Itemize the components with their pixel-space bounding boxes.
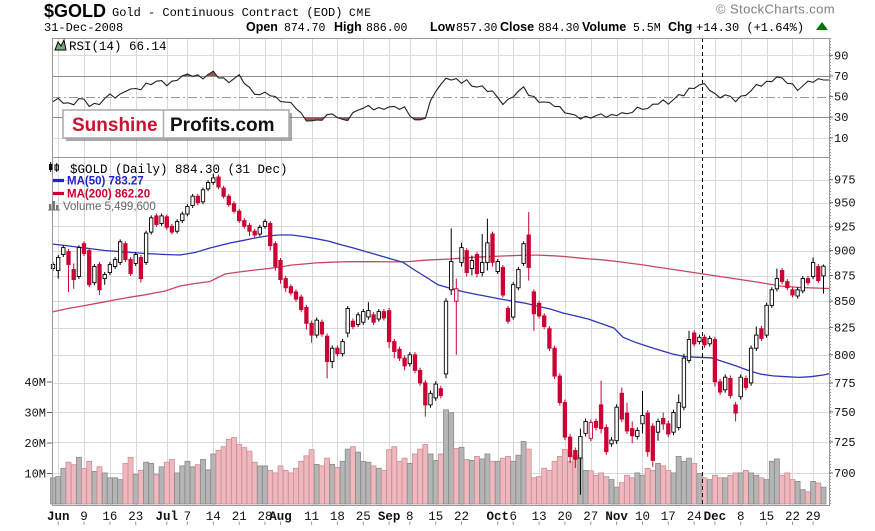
svg-text:Sunshine: Sunshine [72,115,158,136]
svg-text:30M: 30M [24,407,46,421]
svg-text:8: 8 [406,510,414,524]
svg-text:18: 18 [330,510,345,524]
svg-text:Chg: Chg [668,20,692,34]
svg-text:900: 900 [834,245,856,259]
svg-text:925: 925 [834,220,856,234]
svg-text:CME: CME [349,8,372,20]
svg-text:Oct: Oct [486,510,509,524]
svg-text:850: 850 [834,295,856,309]
svg-text:30: 30 [834,111,848,125]
svg-text:Open: Open [246,20,278,34]
svg-text:23: 23 [128,510,143,524]
svg-text:874.70: 874.70 [284,22,326,35]
svg-text:700: 700 [834,467,856,481]
svg-text:20M: 20M [24,437,46,451]
svg-text:6: 6 [509,510,517,524]
svg-text:Nov: Nov [605,510,628,524]
svg-text:High: High [334,20,362,34]
svg-text:RSI(14) 66.14: RSI(14) 66.14 [69,40,167,54]
svg-text:16: 16 [102,510,117,524]
svg-text:7: 7 [184,510,192,524]
svg-text:Profits.com: Profits.com [170,115,275,136]
svg-text:13: 13 [532,510,547,524]
svg-text:Volume: Volume [582,20,626,34]
svg-text:Dec: Dec [704,510,727,524]
svg-text:50: 50 [834,91,848,105]
svg-text:28: 28 [257,510,272,524]
svg-text:Close: Close [500,20,534,34]
svg-text:775: 775 [834,377,856,391]
svg-text:$GOLD (Daily) 884.30 (31 Dec): $GOLD (Daily) 884.30 (31 Dec) [70,163,288,177]
svg-text:975: 975 [834,174,856,188]
svg-text:825: 825 [834,322,856,336]
svg-text:22: 22 [454,510,469,524]
svg-text:725: 725 [834,436,856,450]
svg-text:10M: 10M [24,468,46,482]
svg-text:20: 20 [557,510,572,524]
svg-text:21: 21 [232,510,247,524]
svg-text:25: 25 [356,510,371,524]
svg-text:11: 11 [304,510,319,524]
svg-text:22: 22 [785,510,800,524]
svg-text:$GOLD: $GOLD [44,1,106,21]
svg-text:27: 27 [583,510,598,524]
svg-text:24: 24 [687,510,702,524]
svg-text:750: 750 [834,406,856,420]
svg-text:MA(200) 862.20: MA(200) 862.20 [67,189,150,201]
svg-text:Jul: Jul [156,510,179,524]
svg-text:15: 15 [759,510,774,524]
svg-text:8: 8 [737,510,745,524]
svg-text:875: 875 [834,270,856,284]
svg-text:10: 10 [635,510,650,524]
svg-text:70: 70 [834,70,848,84]
svg-text:+14.30 (+1.64%): +14.30 (+1.64%) [696,21,804,35]
svg-text:Aug: Aug [269,510,292,524]
svg-text:15: 15 [428,510,443,524]
svg-text:9: 9 [80,510,88,524]
svg-text:950: 950 [834,197,856,211]
svg-text:Jun: Jun [47,510,70,524]
svg-text:Sep: Sep [378,510,401,524]
svg-text:886.00: 886.00 [366,22,408,35]
svg-text:Volume 5,499,600: Volume 5,499,600 [63,201,156,213]
svg-text:31-Dec-2008: 31-Dec-2008 [44,21,123,35]
svg-text:29: 29 [806,510,821,524]
svg-text:Gold - Continuous Contract (EO: Gold - Continuous Contract (EOD) [112,6,342,20]
svg-text:17: 17 [661,510,676,524]
svg-text:40M: 40M [24,376,46,390]
svg-text:5.5M: 5.5M [633,22,661,35]
svg-text:884.30: 884.30 [538,22,580,35]
svg-text:Low: Low [430,20,455,34]
svg-text:10: 10 [834,132,848,146]
svg-text:© StockCharts.com: © StockCharts.com [716,2,835,17]
svg-text:MA(50) 783.27: MA(50) 783.27 [67,176,144,188]
svg-text:800: 800 [834,349,856,363]
svg-text:857.30: 857.30 [456,22,498,35]
svg-text:90: 90 [834,49,848,63]
svg-text:14: 14 [206,510,221,524]
